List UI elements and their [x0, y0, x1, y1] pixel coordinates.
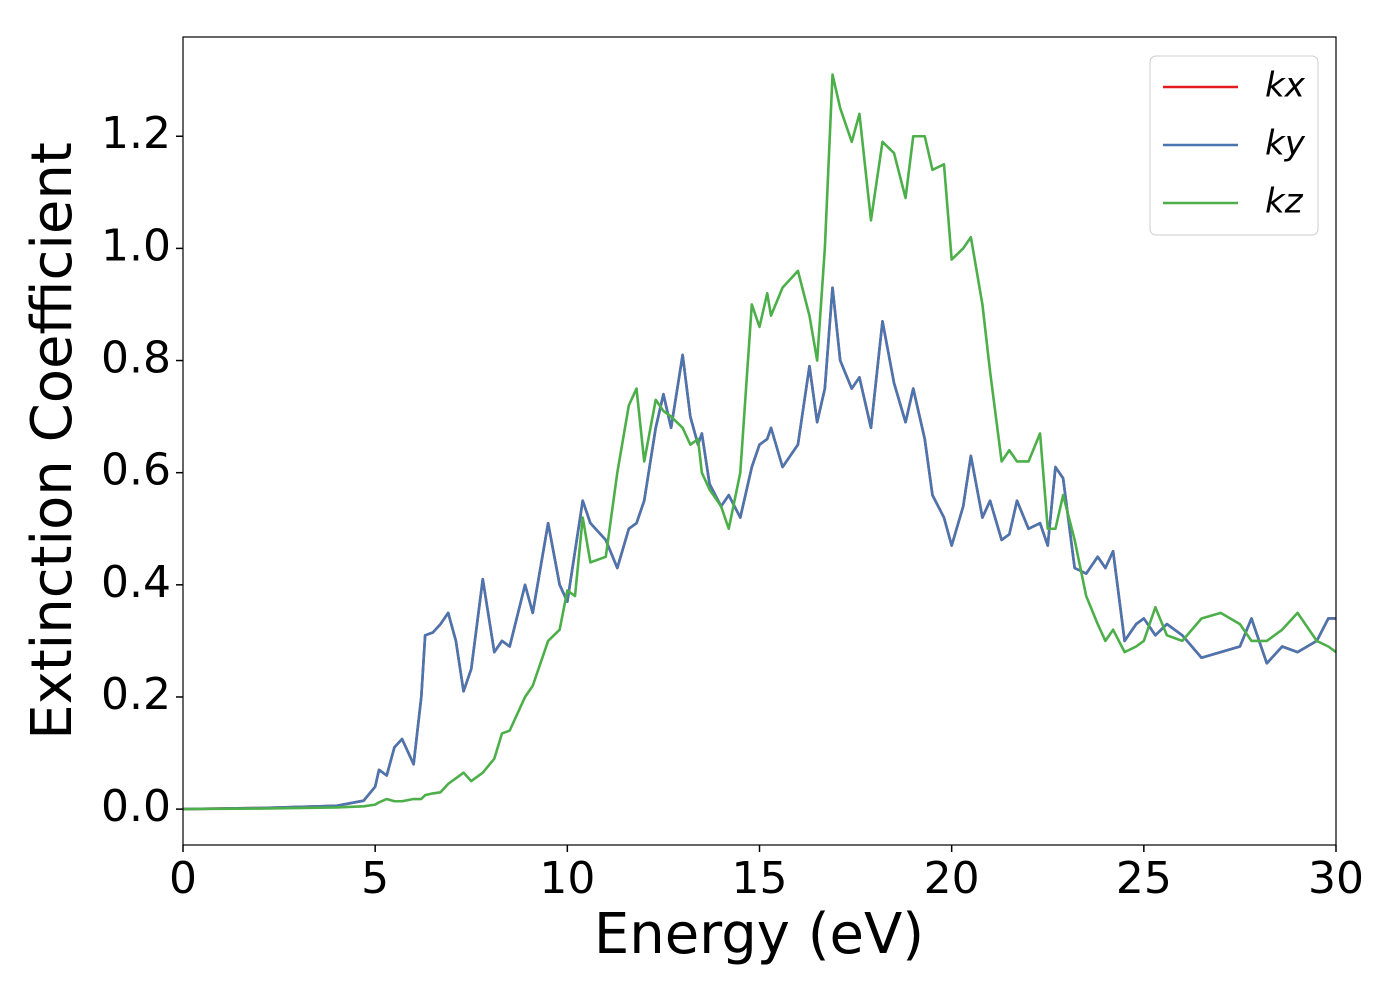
y-tick-label: 0.8 — [101, 333, 171, 384]
series-line — [182, 286, 1336, 811]
legend-label: kz — [1265, 182, 1304, 222]
series-line — [182, 286, 1336, 811]
y-axis-label: Extinction Coefficient — [20, 142, 85, 740]
plot-frame — [182, 36, 1337, 846]
series-line — [182, 73, 1337, 811]
y-tick-label: 0.0 — [101, 781, 171, 832]
y-tick-label: 0.2 — [101, 669, 171, 720]
y-tick-label: 1.2 — [101, 108, 171, 159]
x-tick-label: 5 — [361, 853, 389, 904]
x-tick-label: 20 — [924, 853, 980, 904]
y-tick-label: 1.0 — [101, 220, 171, 271]
x-tick-label: 15 — [732, 853, 788, 904]
legend-label: kx — [1265, 66, 1306, 106]
x-axis-label: Energy (eV) — [594, 902, 924, 967]
y-tick-label: 0.4 — [101, 557, 171, 608]
x-tick-label: 25 — [1116, 853, 1172, 904]
legend-label: ky — [1265, 124, 1306, 164]
x-tick-label: 30 — [1308, 853, 1364, 904]
y-tick-label: 0.6 — [101, 445, 171, 496]
x-tick-label: 0 — [169, 853, 197, 904]
x-tick-label: 10 — [539, 853, 595, 904]
